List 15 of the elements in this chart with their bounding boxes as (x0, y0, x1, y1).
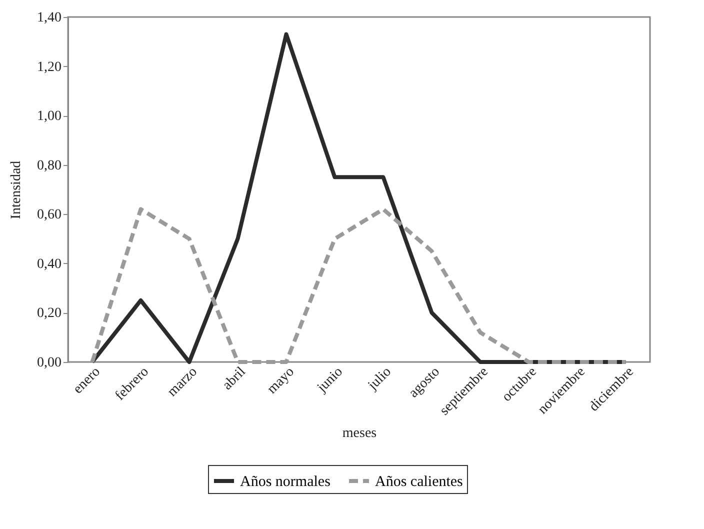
y-tick-label: 0,00 (37, 356, 62, 370)
x-tick-label: julio (364, 364, 394, 394)
x-tick-label: abril (220, 364, 249, 394)
y-axis-title: Intensidad (9, 160, 24, 220)
x-axis-title: meses (342, 426, 377, 441)
y-tick-label: 0,20 (37, 306, 62, 322)
y-tick-label: 1,00 (37, 109, 62, 124)
y-tick-label: 1,20 (37, 60, 62, 75)
y-tick-label: 0,40 (37, 256, 62, 272)
line-series (90, 207, 628, 364)
legend-label: Años normales (240, 474, 331, 490)
y-tick-label: 0,60 (37, 208, 62, 223)
legend-label: Años calientes (375, 474, 464, 490)
y-tick-label: 1,40 (37, 10, 62, 26)
y-tick-label: 0,80 (37, 158, 62, 174)
